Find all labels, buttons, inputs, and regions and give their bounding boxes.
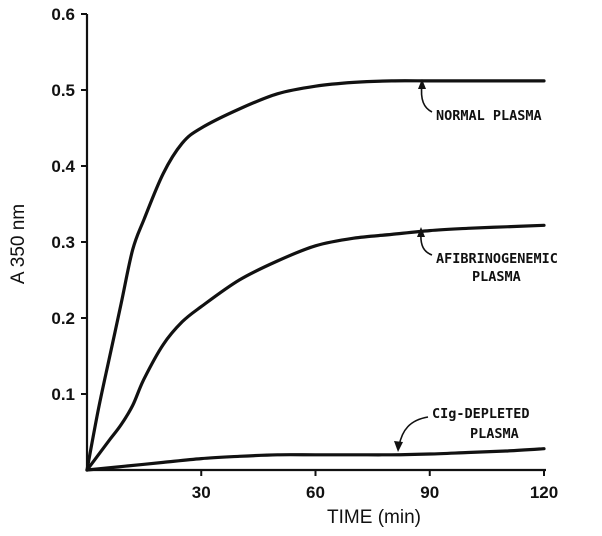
y-tick-label: 0.3 (51, 233, 75, 252)
tick-labels: 0.1 0.2 0.3 0.4 0.5 0.6 30 60 90 120 (51, 5, 558, 502)
annotation-line: CIg-DEPLETED (432, 406, 530, 422)
annotations: NORMAL PLASMA AFIBRINOGENEMIC PLASMA CIg… (394, 79, 558, 452)
arrow-cig-depleted-plasma (398, 416, 429, 447)
y-tick-label: 0.2 (51, 309, 75, 328)
y-tick-label: 0.1 (51, 385, 75, 404)
annotation-line: PLASMA (470, 426, 519, 442)
annotation-line: PLASMA (472, 269, 521, 285)
x-axis-title: TIME (min) (327, 507, 421, 528)
y-tick-label: 0.6 (51, 5, 75, 24)
x-tick-label: 90 (420, 483, 439, 502)
annotation-line: AFIBRINOGENEMIC (436, 251, 558, 267)
x-tick-label: 60 (306, 483, 325, 502)
ticks (81, 13, 545, 476)
arrow-head-normal-plasma (418, 79, 426, 89)
y-tick-label: 0.5 (51, 81, 75, 100)
x-tick-label: 120 (530, 483, 558, 502)
annotation-line: NORMAL PLASMA (436, 108, 542, 124)
x-tick-label: 30 (192, 483, 211, 502)
annotation-afibrinogenemic-plasma: AFIBRINOGENEMIC PLASMA (417, 227, 558, 285)
series-line (85, 223, 546, 472)
y-axis-title: A 350 nm (8, 204, 29, 284)
y-tick-label: 0.4 (51, 157, 75, 176)
arrow-head-afibrinogenemic-plasma (417, 227, 425, 237)
series-layer (85, 79, 546, 472)
annotation-cig-depleted-plasma: CIg-DEPLETED PLASMA (394, 406, 530, 452)
series-line (85, 79, 546, 472)
series-line (85, 447, 546, 472)
arrow-head-cig-depleted-plasma (394, 441, 403, 452)
annotation-normal-plasma: NORMAL PLASMA (418, 79, 542, 124)
